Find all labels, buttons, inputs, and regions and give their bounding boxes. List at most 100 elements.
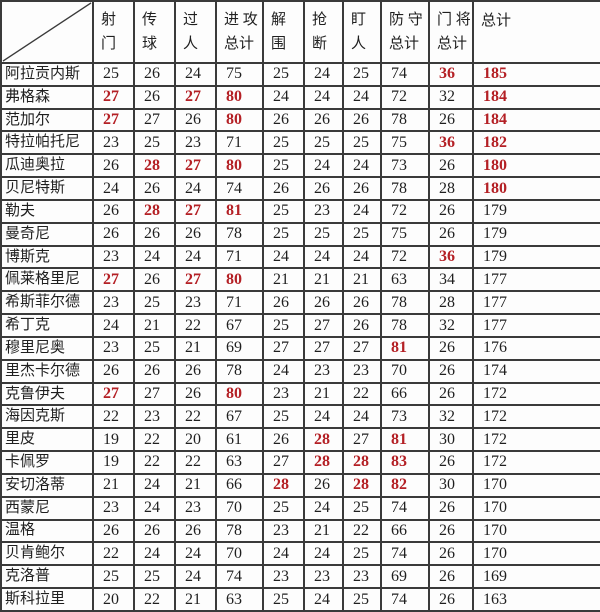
stat-cell: 26 [262, 176, 305, 201]
stat-cell: 27 [174, 84, 217, 110]
stat-cell: 63 [215, 450, 264, 475]
stat-cell: 23 [92, 495, 135, 521]
stat-cell: 28 [133, 153, 176, 179]
manager-name: 勒夫 [0, 198, 94, 224]
header-label-top: 总计 [481, 13, 512, 29]
stat-cell: 24 [342, 244, 382, 270]
manager-name: 范加尔 [0, 107, 94, 133]
stat-cell: 25 [342, 221, 382, 247]
stat-cell: 73 [380, 153, 430, 179]
header-label-top: 门 将 [437, 12, 471, 28]
header-label-top: 射 [101, 12, 117, 28]
stat-cell: 30 [428, 472, 474, 498]
stat-cell: 28 [262, 472, 305, 498]
stat-cell: 25 [262, 130, 305, 156]
column-header-2: 传球 [133, 0, 176, 64]
stat-cell: 24 [133, 472, 176, 498]
stat-cell: 25 [262, 62, 305, 87]
stat-cell: 28 [342, 472, 382, 498]
stat-cell: 70 [380, 358, 430, 384]
table-row: 卡佩罗 19 22 22 63 27 28 28 83 26 172 [0, 450, 600, 475]
stat-cell: 26 [342, 176, 382, 201]
stat-cell: 80 [215, 84, 264, 110]
stat-cell: 25 [342, 62, 382, 87]
stat-cell: 26 [303, 107, 344, 133]
stat-cell: 26 [174, 358, 217, 384]
stat-cell: 25 [262, 221, 305, 247]
stat-cell: 26 [133, 267, 176, 293]
stat-cell: 80 [215, 107, 264, 133]
stat-cell: 34 [428, 267, 474, 293]
stat-cell: 27 [342, 427, 382, 453]
stat-cell: 63 [380, 267, 430, 293]
header-label-bottom: 围 [271, 36, 287, 52]
stat-cell: 26 [133, 62, 176, 87]
stat-cell: 24 [303, 84, 344, 110]
stat-cell: 26 [428, 495, 474, 521]
manager-name: 卡佩罗 [0, 450, 94, 475]
stat-cell: 66 [380, 518, 430, 544]
table-row: 西蒙尼 23 24 23 70 25 24 25 74 26 170 [0, 495, 600, 521]
stat-cell: 26 [262, 107, 305, 133]
stat-cell: 25 [133, 290, 176, 316]
header-label-bottom: 球 [142, 36, 158, 52]
header-label-top: 解 [271, 12, 287, 28]
stat-cell: 21 [303, 381, 344, 407]
table-row: 克洛普 25 25 24 74 23 23 23 69 26 169 [0, 564, 600, 590]
stat-cell: 25 [303, 130, 344, 156]
stat-cell: 24 [342, 84, 382, 110]
stat-cell: 75 [215, 62, 264, 87]
manager-name: 特拉帕托尼 [0, 130, 94, 156]
stat-cell: 26 [428, 335, 474, 361]
stat-cell: 26 [303, 472, 344, 498]
stat-cell: 74 [380, 62, 430, 87]
stat-cell: 24 [262, 358, 305, 384]
stat-cell: 24 [303, 495, 344, 521]
stat-cell: 24 [303, 244, 344, 270]
stat-cell: 185 [472, 62, 600, 87]
stat-cell: 26 [174, 381, 217, 407]
stat-cell: 25 [303, 221, 344, 247]
stat-cell: 70 [215, 541, 264, 567]
stat-cell: 24 [303, 153, 344, 179]
stat-cell: 27 [303, 313, 344, 338]
stat-cell: 36 [428, 130, 474, 156]
stat-cell: 21 [174, 472, 217, 498]
header-label-top: 进 攻 [224, 12, 258, 28]
stat-cell: 23 [92, 244, 135, 270]
stat-cell: 72 [380, 244, 430, 270]
stat-cell: 24 [92, 313, 135, 338]
stat-cell: 24 [174, 541, 217, 567]
stat-cell: 22 [174, 313, 217, 338]
header-label-top: 过 [183, 12, 199, 28]
stat-cell: 61 [215, 427, 264, 453]
stat-cell: 24 [174, 176, 217, 201]
stat-cell: 26 [303, 290, 344, 316]
stat-cell: 26 [303, 176, 344, 201]
stat-cell: 24 [262, 244, 305, 270]
stat-cell: 23 [133, 404, 176, 430]
stat-cell: 21 [174, 587, 217, 612]
stat-cell: 72 [380, 84, 430, 110]
manager-name: 博斯克 [0, 244, 94, 270]
stat-cell: 26 [92, 221, 135, 247]
table-row: 安切洛蒂 21 24 21 66 28 26 28 82 30 170 [0, 472, 600, 498]
stat-cell: 26 [133, 518, 176, 544]
stat-cell: 26 [428, 518, 474, 544]
stat-cell: 74 [380, 587, 430, 612]
manager-name: 佩莱格里尼 [0, 267, 94, 293]
stat-cell: 172 [472, 381, 600, 407]
stat-cell: 26 [342, 107, 382, 133]
stat-cell: 24 [92, 176, 135, 201]
stat-cell: 21 [342, 267, 382, 293]
stat-cell: 72 [380, 198, 430, 224]
stat-cell: 24 [174, 564, 217, 590]
stat-cell: 28 [342, 450, 382, 475]
stat-cell: 23 [174, 495, 217, 521]
manager-name: 瓜迪奥拉 [0, 153, 94, 179]
header-label-bottom: 总计 [437, 36, 468, 52]
header-label-bottom: 人 [183, 36, 199, 52]
stat-cell: 69 [215, 335, 264, 361]
stat-cell: 21 [133, 313, 176, 338]
stat-cell: 179 [472, 198, 600, 224]
